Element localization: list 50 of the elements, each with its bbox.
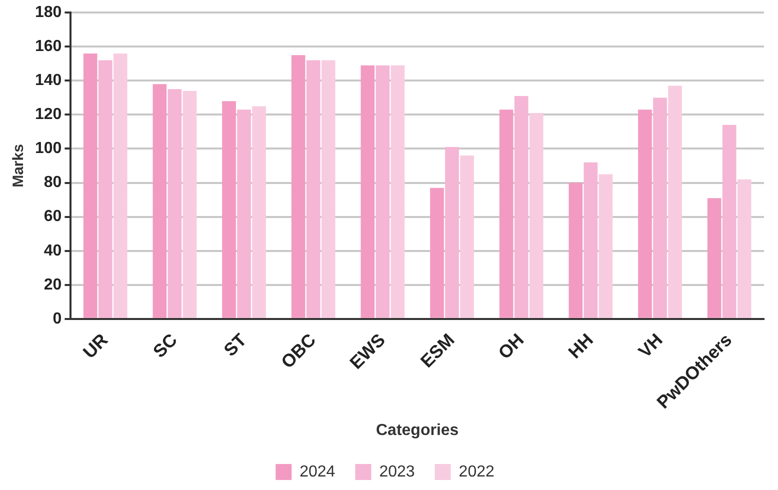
bar (653, 98, 667, 318)
x-tick-label: ST (220, 330, 250, 360)
x-tick-label: UR (79, 330, 112, 362)
y-tick-label: 120 (34, 106, 62, 124)
y-tick-label: 80 (44, 174, 62, 192)
bar (514, 96, 528, 318)
bar (568, 182, 583, 318)
legend-label: 2022 (458, 463, 494, 480)
y-tick-label: 60 (44, 208, 62, 226)
bar (390, 65, 405, 318)
bar (529, 113, 544, 318)
bar (360, 65, 375, 318)
bar (113, 53, 128, 318)
bar (182, 90, 197, 318)
bar (499, 110, 514, 318)
y-tick-label: 180 (34, 4, 62, 22)
bar (98, 60, 112, 318)
y-tick-label: 0 (52, 310, 62, 328)
bar (306, 60, 320, 318)
y-tick-label: 20 (44, 276, 62, 294)
bar (222, 101, 236, 318)
bar (376, 65, 390, 318)
x-tick-label: SC (149, 330, 182, 362)
legend-label: 2023 (379, 463, 415, 480)
bar (237, 110, 251, 318)
bar (598, 174, 613, 318)
bar (668, 86, 682, 318)
y-tick-label: 40 (44, 242, 62, 260)
bar (321, 60, 336, 318)
bar (722, 124, 736, 318)
bar (83, 53, 98, 318)
y-tick-label: 100 (34, 140, 62, 158)
bar (445, 147, 459, 318)
bar (638, 110, 652, 318)
x-tick-label: HH (564, 330, 598, 362)
bar (291, 55, 306, 318)
bar (460, 156, 474, 318)
y-tick-label: 160 (34, 38, 62, 56)
bar (152, 84, 167, 318)
bar (430, 188, 444, 318)
bar (584, 162, 598, 318)
x-tick-label: OH (494, 330, 528, 363)
legend-label: 2024 (300, 463, 336, 480)
bar (252, 106, 266, 318)
bar (707, 198, 722, 318)
y-tick-label: 140 (34, 72, 62, 90)
bar (737, 179, 752, 318)
y-axis-title: Marks (10, 144, 28, 188)
x-axis-title: Categories (376, 422, 459, 439)
bar (168, 89, 182, 318)
